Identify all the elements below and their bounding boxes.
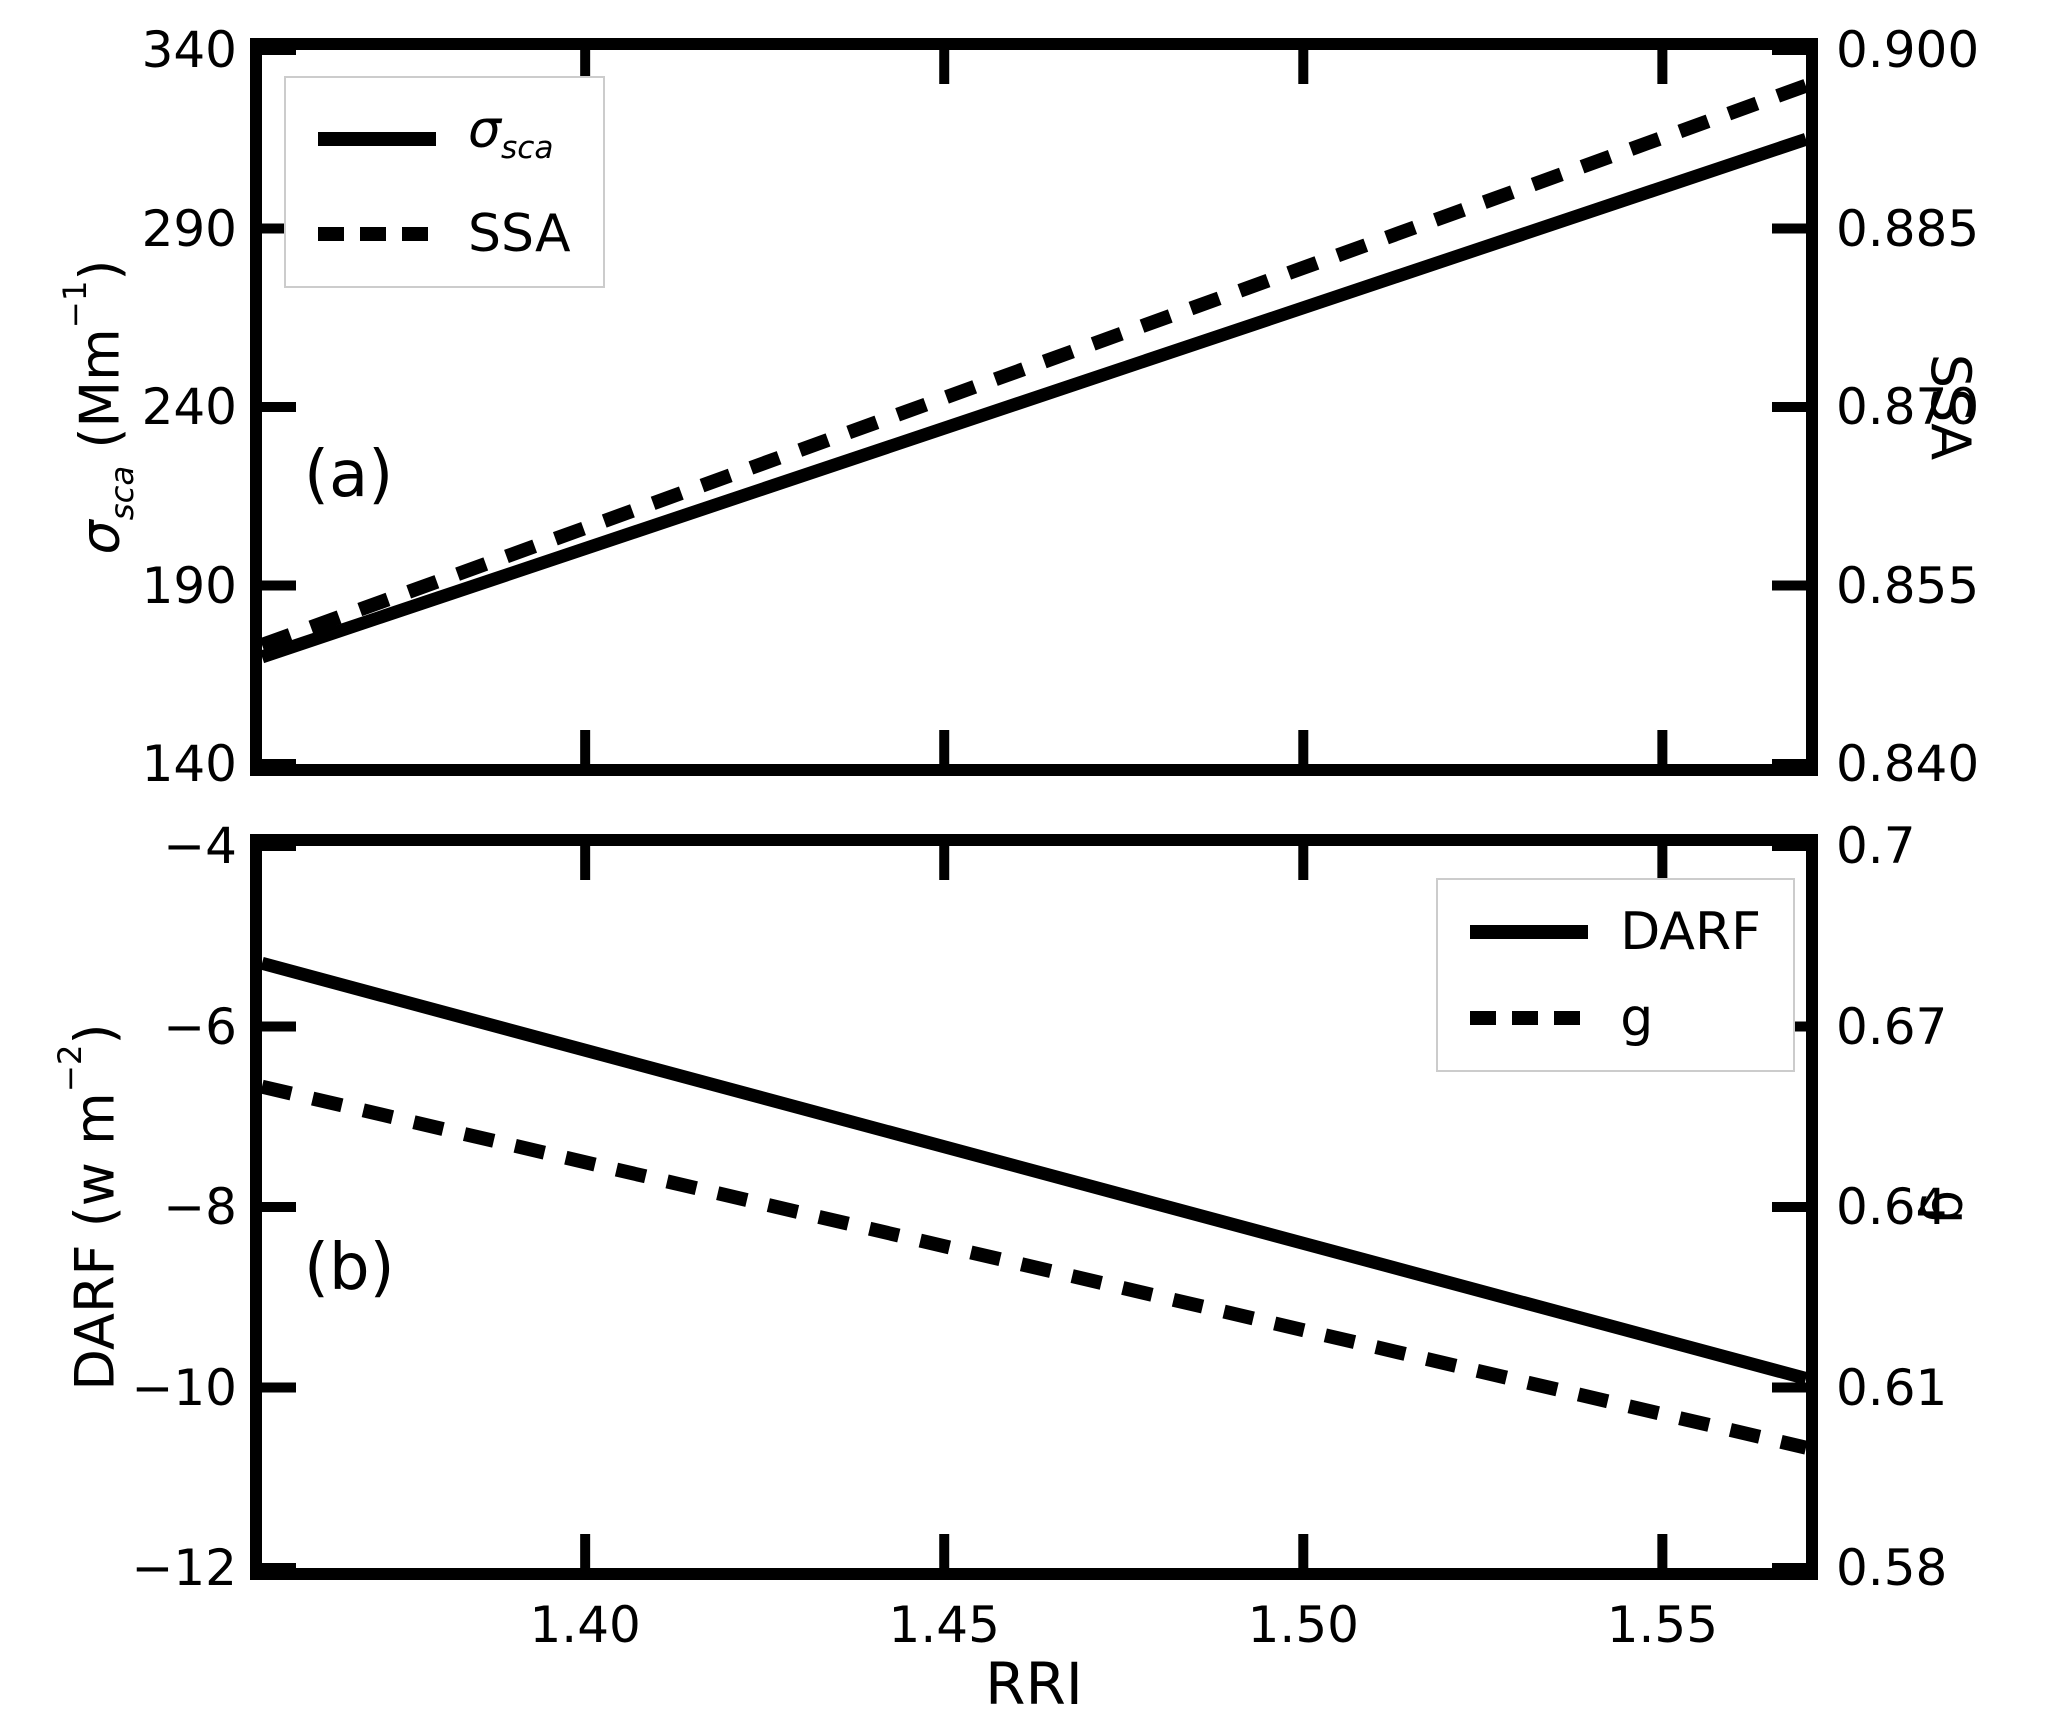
y-tick-label-right: 0.855 [1836,556,1980,615]
panel-a-label: (a) [304,438,394,512]
x-tick-label: 1.40 [529,1596,641,1654]
y-tick-label-right: 0.870 [1836,378,1980,436]
legend-dashed-line-sample [318,227,436,242]
panel-a-plot [262,50,1806,764]
x-axis-label: RRI [985,1650,1083,1718]
y-tick-label-left: −12 [131,1539,237,1597]
darf-unit-close: ) [63,1023,127,1045]
y-tick-label-right: 0.900 [1836,21,1980,79]
legend-solid-line-sample [1470,925,1589,939]
legend-solid-line-sample [318,132,436,147]
y-tick-label-left: −8 [163,1178,237,1236]
panel-b-yaxis-right-title: g [1919,1189,1982,1225]
darf-unit-open: DARF (w m [63,1092,127,1391]
y-tick-label-right: 0.64 [1836,1178,1948,1236]
panel-a-yaxis-left-title: σsca (Mm−1) [39,7,141,807]
y-tick-label-left: 340 [141,21,237,79]
legend-label-ssa: SSA [468,204,571,265]
series-line-g [262,1079,1806,1455]
legend-dashed-line-sample [1470,1011,1589,1025]
legend-label-darf: DARF [1620,902,1761,962]
x-tick-label: 1.50 [1247,1596,1359,1654]
y-tick-label-right: 0.885 [1836,199,1980,258]
sigma-symbol: σ [468,100,501,160]
series-line-sigma-sca [262,133,1806,664]
x-tick-label: 1.45 [888,1596,1000,1654]
panel-b-label: (b) [304,1231,395,1305]
y-tick-label-right: 0.61 [1836,1358,1948,1417]
panel-a-legend: σsca SSA [284,76,605,289]
x-tick-label: 1.55 [1606,1596,1719,1654]
y-tick-label-right: 0.58 [1836,1539,1948,1597]
legend-entry-g: g [1470,990,1761,1046]
legend-entry-ssa: SSA [318,206,571,262]
y-tick-label-left: −4 [163,817,237,875]
panel-a-yaxis-right-title: SSA [1919,353,1982,461]
series-line-ssa [262,79,1806,652]
y-tick-label-left: 240 [141,378,237,436]
legend-label-sigma-sca: σsca [468,102,553,176]
legend-entry-darf: DARF [1470,904,1761,960]
y-tick-label-left: −10 [131,1358,237,1417]
panel-b-legend: DARF g [1436,878,1795,1072]
unit-close: ) [68,259,132,281]
y-tick-label-left: 190 [141,556,237,615]
y-tick-label-left: 140 [141,735,237,793]
series-line-darf [262,957,1806,1385]
sigma-subscript: sca [500,130,554,167]
y-tick-label-right: 0.840 [1836,735,1980,793]
y-tick-label-left: −6 [163,997,237,1056]
sigma-subscript: sca [102,465,141,521]
y-tick-label-right: 0.67 [1836,997,1948,1056]
panel-b: (b) DARF g 1.40 1.45 1.50 1.55 −12 −10 −8 −6 −4 0… [131,817,1947,1654]
darf-unit-exponent: −2 [51,1044,89,1093]
y-tick-label-right: 0.7 [1836,817,1916,875]
legend-entry-sigma-sca: σsca [318,102,571,176]
panel-b-yaxis-left-title: DARF (w m−2) [34,807,126,1607]
unit-open: (Mm [68,328,132,466]
y-tick-label-left: 290 [141,199,237,258]
panel-a: (a) σsca SSA 140 190 240 290 340 0.840 0.855 0.… [142,21,1980,793]
unit-exponent: −1 [56,280,94,329]
sigma-symbol: σ [68,520,132,555]
legend-label-g: g [1620,988,1654,1048]
